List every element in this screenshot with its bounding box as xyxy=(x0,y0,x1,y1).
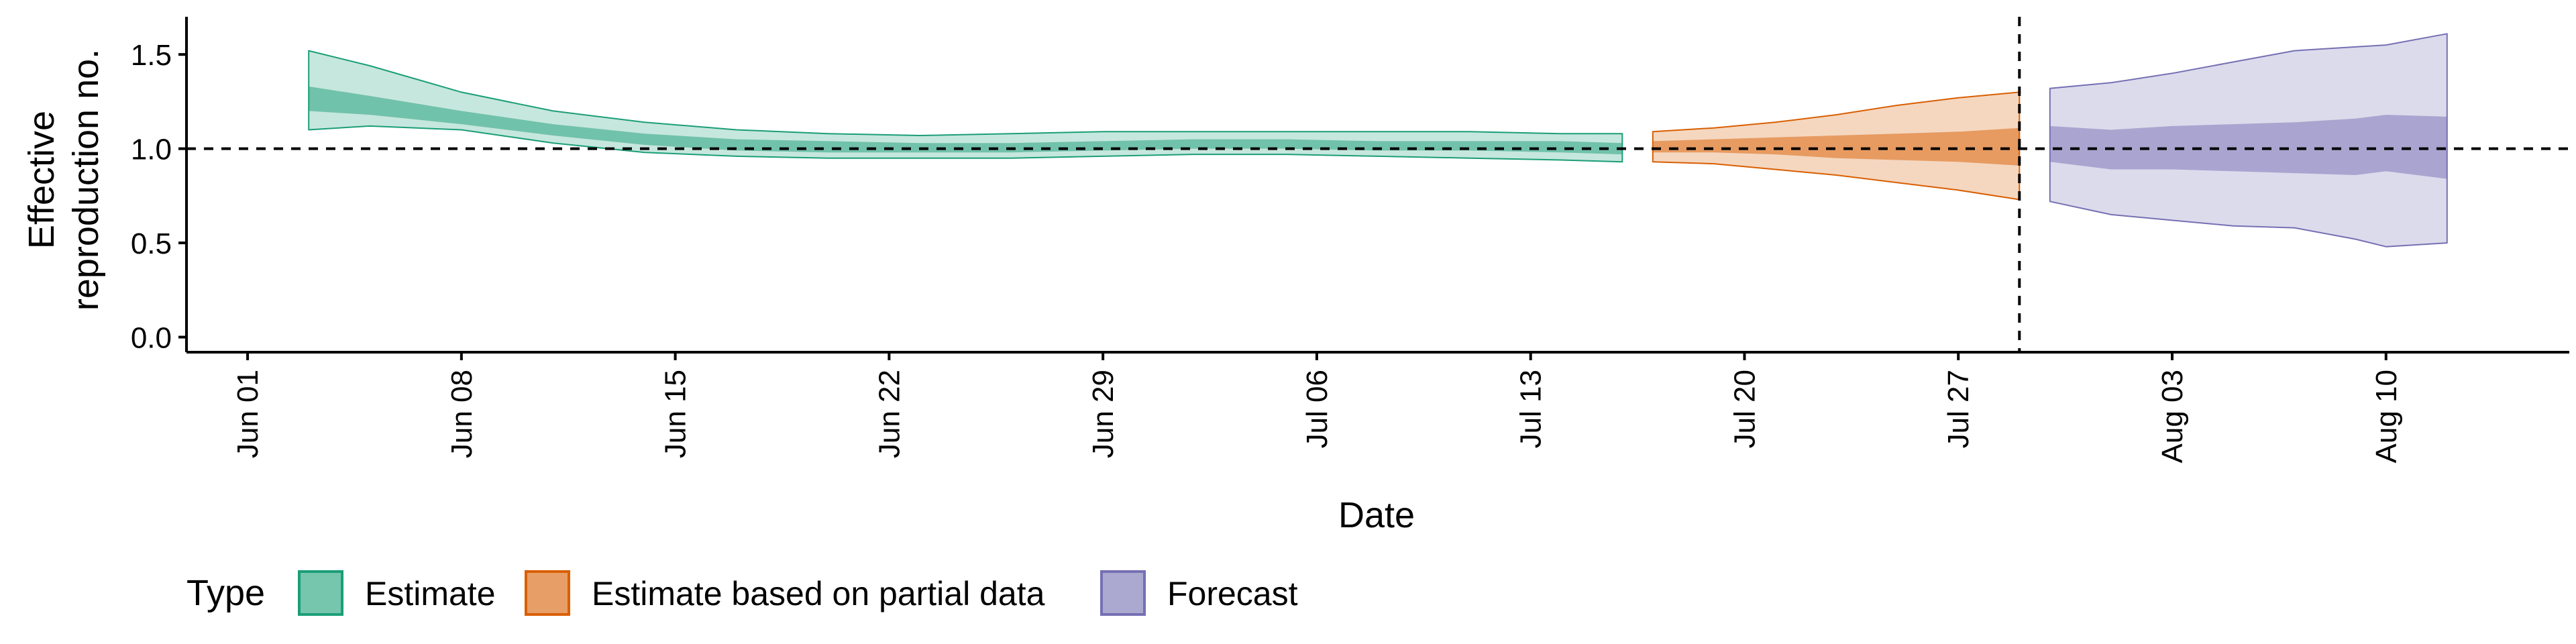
y-tick-label: 1.5 xyxy=(131,39,172,72)
band-50-forecast xyxy=(2049,115,2447,179)
x-tick-label: Jul 13 xyxy=(1515,370,1548,448)
x-tick-label: Jun 15 xyxy=(659,370,692,458)
band-50-estimate-based-on-partial-data xyxy=(1652,127,2020,166)
legend-key-estimate xyxy=(298,570,343,616)
x-tick-label: Aug 03 xyxy=(2156,370,2189,463)
x-tick-label: Aug 10 xyxy=(2370,370,2403,463)
y-axis-title: Effective reproduction no. xyxy=(21,49,106,311)
x-tick-label: Jun 01 xyxy=(231,370,264,458)
tick-labels: 0.0 0.5 1.0 1.5 Jun 01 Jun 08 Jun 15 Jun 22 Jun … xyxy=(131,39,2403,463)
y-tick-label: 1.0 xyxy=(131,133,172,166)
legend-label-forecast: Forecast xyxy=(1167,575,1298,612)
y-tick-label: 0.5 xyxy=(131,227,172,260)
x-tick-label: Jun 22 xyxy=(873,370,906,458)
x-tick-label: Jul 06 xyxy=(1301,370,1334,448)
legend-label-estimate: Estimate xyxy=(365,575,496,612)
axes xyxy=(178,17,2569,360)
band-50-estimate xyxy=(309,86,1623,155)
y-axis-title-line-2: reproduction no. xyxy=(66,49,106,311)
legend: Type Estimate Estimate based on partial da… xyxy=(186,570,1298,616)
legend-key-forecast xyxy=(1100,570,1146,616)
reference-lines xyxy=(186,17,2569,352)
y-axis-title-line-1: Effective xyxy=(21,111,62,249)
x-tick-label: Jun 29 xyxy=(1087,370,1120,458)
x-tick-label: Jul 27 xyxy=(1942,370,1975,448)
y-tick-label: 0.0 xyxy=(131,322,172,355)
x-axis-title: Date xyxy=(1338,495,1415,535)
legend-label-estimate-based-on-partial-data: Estimate based on partial data xyxy=(592,575,1045,612)
legend-title: Type xyxy=(186,573,265,613)
legend-key-estimate-based-on-partial-data xyxy=(525,570,570,616)
series-bands xyxy=(308,33,2448,248)
x-tick-label: Jul 20 xyxy=(1729,370,1762,448)
x-tick-label: Jun 08 xyxy=(445,370,478,458)
